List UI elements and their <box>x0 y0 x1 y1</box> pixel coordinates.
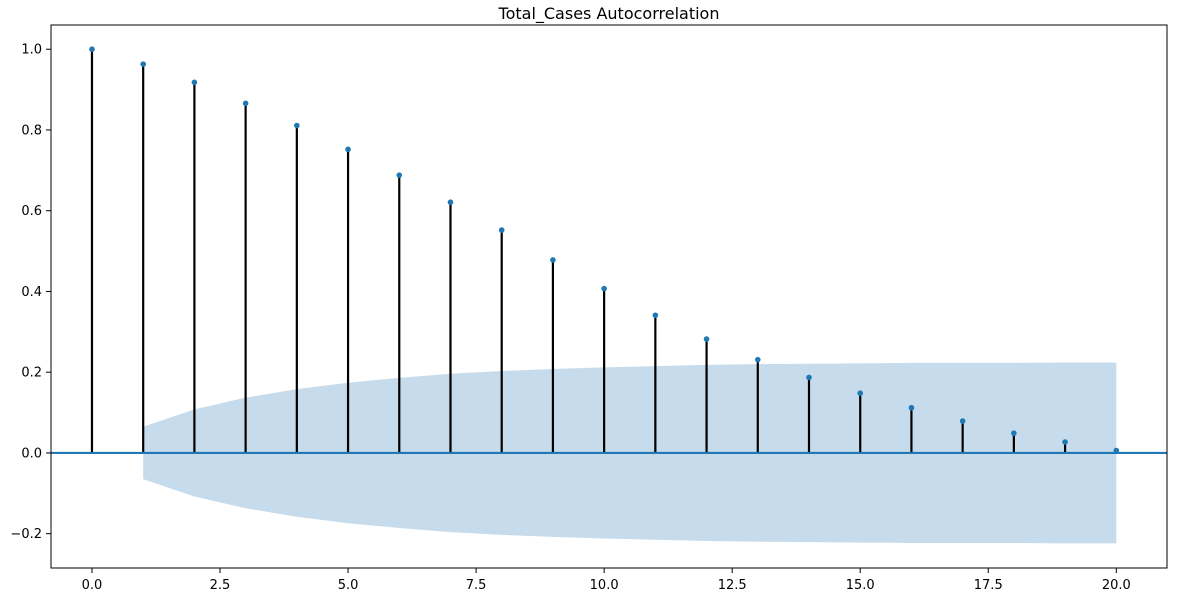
acf-point <box>447 199 454 206</box>
y-tick-label: 0.6 <box>21 204 42 219</box>
x-tick-label: 15.0 <box>846 578 875 593</box>
x-tick-label: 5.0 <box>338 578 359 593</box>
y-tick-label: 0.2 <box>21 366 42 381</box>
y-tick-label: 0.4 <box>21 285 42 300</box>
axes-layer: 0.0 2.5 5.0 7.5 10.0 12.5 15.0 17.5 20.0 −0.2 0.0 0… <box>10 24 1168 593</box>
acf-point <box>140 61 146 67</box>
x-tick-label: 12.5 <box>718 578 747 593</box>
x-tick-label: 10.0 <box>590 578 619 593</box>
y-tick-label: 0.0 <box>21 446 42 461</box>
acf-point <box>1113 447 1120 454</box>
acf-point <box>1062 439 1068 445</box>
acf-point <box>498 227 505 233</box>
acf-point <box>806 374 812 381</box>
x-tick-label: 2.5 <box>210 578 231 593</box>
acf-point <box>396 172 403 178</box>
acf-point <box>857 390 864 396</box>
acf-point <box>652 312 659 319</box>
acf-point <box>703 336 710 342</box>
acf-point <box>242 100 249 107</box>
stem-layer <box>90 49 1118 453</box>
acf-point <box>89 46 95 53</box>
acf-point <box>294 122 300 129</box>
x-tick-label: 7.5 <box>466 578 487 593</box>
acf-point <box>345 146 351 153</box>
plot-frame <box>50 24 1168 569</box>
acf-point <box>1011 430 1017 436</box>
acf-point <box>754 356 761 363</box>
acf-point <box>959 418 966 424</box>
x-tick-label: 0.0 <box>82 578 103 593</box>
x-tick-label: 17.5 <box>974 578 1003 593</box>
acf-point <box>908 404 915 411</box>
x-tick-label: 20.0 <box>1102 578 1131 593</box>
y-tick-label: −0.2 <box>10 527 42 542</box>
chart-title: Total_Cases Autocorrelation <box>498 4 720 24</box>
marker-layer <box>89 46 1120 454</box>
acf-point <box>191 79 198 86</box>
y-tick-label: 1.0 <box>21 43 42 58</box>
acf-point <box>601 285 607 292</box>
y-tick-label: 0.8 <box>21 123 42 138</box>
acf-point <box>550 257 556 263</box>
